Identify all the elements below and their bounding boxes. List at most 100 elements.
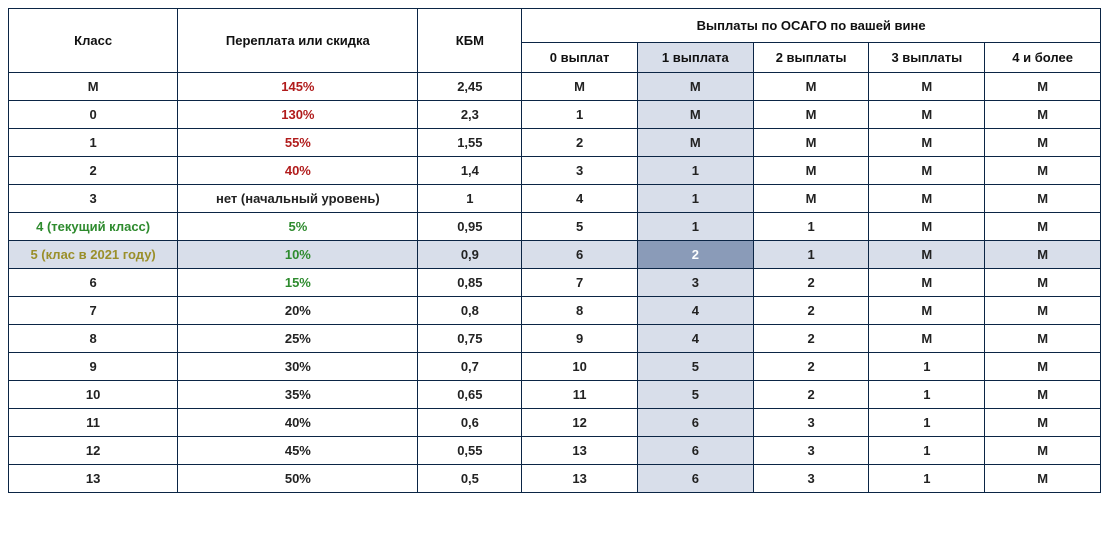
cell-discount: 30% xyxy=(178,353,418,381)
table-row: 1035%0,6511521М xyxy=(9,381,1101,409)
cell-payout: М xyxy=(753,129,869,157)
col-header-pay-3: 3 выплаты xyxy=(869,43,985,73)
table-body: М145%2,45МММММ0130%2,31ММММ155%1,552ММММ… xyxy=(9,73,1101,493)
cell-kbm: 0,95 xyxy=(418,213,522,241)
cell-kbm: 0,5 xyxy=(418,465,522,493)
cell-kbm: 2,3 xyxy=(418,101,522,129)
cell-discount: 5% xyxy=(178,213,418,241)
cell-payout: М xyxy=(637,101,753,129)
col-header-class: Класс xyxy=(9,9,178,73)
cell-payout: 3 xyxy=(753,409,869,437)
cell-payout: М xyxy=(985,241,1101,269)
cell-payout: М xyxy=(869,73,985,101)
cell-discount: 45% xyxy=(178,437,418,465)
cell-payout: 5 xyxy=(522,213,638,241)
cell-payout: 5 xyxy=(637,353,753,381)
cell-class: 13 xyxy=(9,465,178,493)
cell-payout: 1 xyxy=(522,101,638,129)
cell-payout: М xyxy=(985,381,1101,409)
cell-payout: 4 xyxy=(637,297,753,325)
cell-kbm: 0,85 xyxy=(418,269,522,297)
col-header-pay-0: 0 выплат xyxy=(522,43,638,73)
cell-payout: 13 xyxy=(522,465,638,493)
cell-payout: М xyxy=(869,101,985,129)
cell-discount: нет (начальный уровень) xyxy=(178,185,418,213)
cell-payout: 6 xyxy=(637,437,753,465)
cell-payout: М xyxy=(985,73,1101,101)
cell-payout: 2 xyxy=(522,129,638,157)
table-row: 5 (клас в 2021 году)10%0,9621ММ xyxy=(9,241,1101,269)
cell-payout: 12 xyxy=(522,409,638,437)
cell-payout: М xyxy=(985,325,1101,353)
cell-discount: 145% xyxy=(178,73,418,101)
cell-payout: 3 xyxy=(753,465,869,493)
table-row: 720%0,8842ММ xyxy=(9,297,1101,325)
cell-discount: 50% xyxy=(178,465,418,493)
cell-payout: 6 xyxy=(522,241,638,269)
cell-payout: 4 xyxy=(637,325,753,353)
cell-payout: 6 xyxy=(637,409,753,437)
cell-payout: 10 xyxy=(522,353,638,381)
cell-class: 10 xyxy=(9,381,178,409)
table-header-row-1: Класс Переплата или скидка КБМ Выплаты п… xyxy=(9,9,1101,43)
table-row: 0130%2,31ММММ xyxy=(9,101,1101,129)
cell-payout: М xyxy=(985,129,1101,157)
cell-payout: 5 xyxy=(637,381,753,409)
cell-payout: М xyxy=(985,185,1101,213)
table-row: 1140%0,612631М xyxy=(9,409,1101,437)
cell-payout: М xyxy=(869,213,985,241)
cell-payout: М xyxy=(985,437,1101,465)
cell-discount: 130% xyxy=(178,101,418,129)
cell-class: 1 xyxy=(9,129,178,157)
cell-discount: 10% xyxy=(178,241,418,269)
cell-class: 7 xyxy=(9,297,178,325)
table-row: 930%0,710521М xyxy=(9,353,1101,381)
cell-class: 8 xyxy=(9,325,178,353)
cell-payout: 2 xyxy=(753,325,869,353)
col-header-pay-4: 4 и более xyxy=(985,43,1101,73)
cell-class: 2 xyxy=(9,157,178,185)
cell-kbm: 0,75 xyxy=(418,325,522,353)
cell-class: 3 xyxy=(9,185,178,213)
cell-payout: М xyxy=(869,185,985,213)
cell-class: 11 xyxy=(9,409,178,437)
table-row: 4 (текущий класс)5%0,95511ММ xyxy=(9,213,1101,241)
col-header-pay-1: 1 выплата xyxy=(637,43,753,73)
cell-payout: 1 xyxy=(869,409,985,437)
table-row: 615%0,85732ММ xyxy=(9,269,1101,297)
cell-discount: 55% xyxy=(178,129,418,157)
cell-kbm: 0,65 xyxy=(418,381,522,409)
cell-payout: М xyxy=(753,73,869,101)
cell-kbm: 0,8 xyxy=(418,297,522,325)
cell-payout: 6 xyxy=(637,465,753,493)
col-header-kbm: КБМ xyxy=(418,9,522,73)
cell-payout: 3 xyxy=(522,157,638,185)
cell-payout: М xyxy=(869,325,985,353)
cell-class: 5 (клас в 2021 году) xyxy=(9,241,178,269)
cell-payout: 1 xyxy=(869,437,985,465)
cell-payout: 1 xyxy=(869,465,985,493)
cell-class: 4 (текущий класс) xyxy=(9,213,178,241)
cell-payout: 1 xyxy=(753,213,869,241)
cell-payout: 13 xyxy=(522,437,638,465)
cell-kbm: 1 xyxy=(418,185,522,213)
cell-payout: 8 xyxy=(522,297,638,325)
cell-kbm: 0,9 xyxy=(418,241,522,269)
cell-payout: 1 xyxy=(753,241,869,269)
table-row: 3нет (начальный уровень)141МММ xyxy=(9,185,1101,213)
table-row: 825%0,75942ММ xyxy=(9,325,1101,353)
cell-kbm: 0,6 xyxy=(418,409,522,437)
cell-payout: М xyxy=(753,157,869,185)
cell-payout: 3 xyxy=(637,269,753,297)
cell-discount: 40% xyxy=(178,409,418,437)
cell-payout: М xyxy=(869,129,985,157)
cell-payout: 2 xyxy=(753,297,869,325)
cell-class: 12 xyxy=(9,437,178,465)
cell-class: 9 xyxy=(9,353,178,381)
cell-discount: 15% xyxy=(178,269,418,297)
cell-discount: 25% xyxy=(178,325,418,353)
cell-payout: М xyxy=(985,465,1101,493)
cell-payout: 3 xyxy=(753,437,869,465)
cell-kbm: 1,55 xyxy=(418,129,522,157)
cell-payout: 1 xyxy=(637,157,753,185)
